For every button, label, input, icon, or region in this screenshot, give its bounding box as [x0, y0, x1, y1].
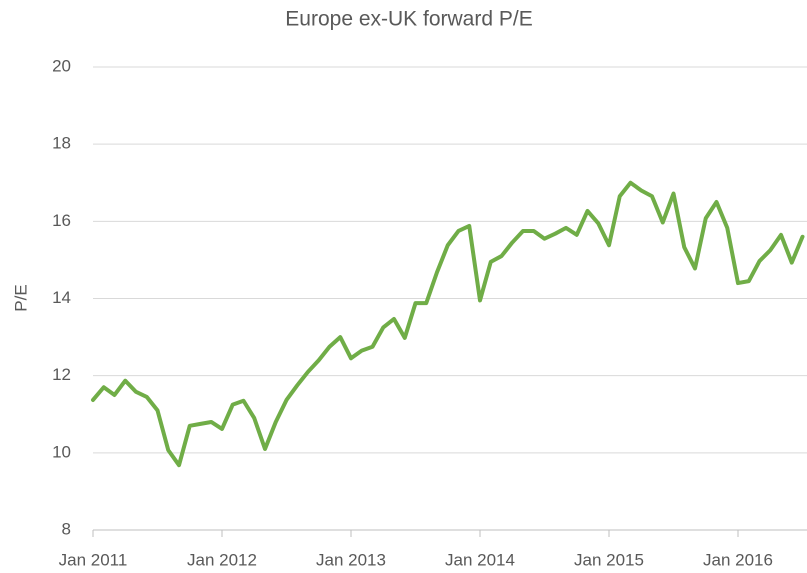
- y-tick-label: 16: [52, 211, 71, 230]
- y-tick-label: 14: [52, 288, 71, 307]
- x-tick-label: Jan 2013: [316, 550, 386, 569]
- x-tick-label: Jan 2012: [187, 550, 257, 569]
- x-tick-label: Jan 2014: [445, 550, 515, 569]
- x-tick-label: Jan 2011: [59, 550, 128, 569]
- y-axis-label: P/E: [11, 284, 30, 311]
- y-tick-label: 8: [62, 519, 71, 538]
- line: [91, 180, 805, 468]
- y-tick-label: 18: [52, 134, 71, 153]
- y-tick-label: 10: [52, 442, 71, 461]
- x-tick-label: Jan 2016: [703, 550, 773, 569]
- y-tick-label: 12: [52, 365, 71, 384]
- x-tick-label: Jan 2015: [574, 550, 644, 569]
- y-tick-label: 20: [52, 56, 71, 75]
- chart-title: Europe ex-UK forward P/E: [285, 8, 532, 31]
